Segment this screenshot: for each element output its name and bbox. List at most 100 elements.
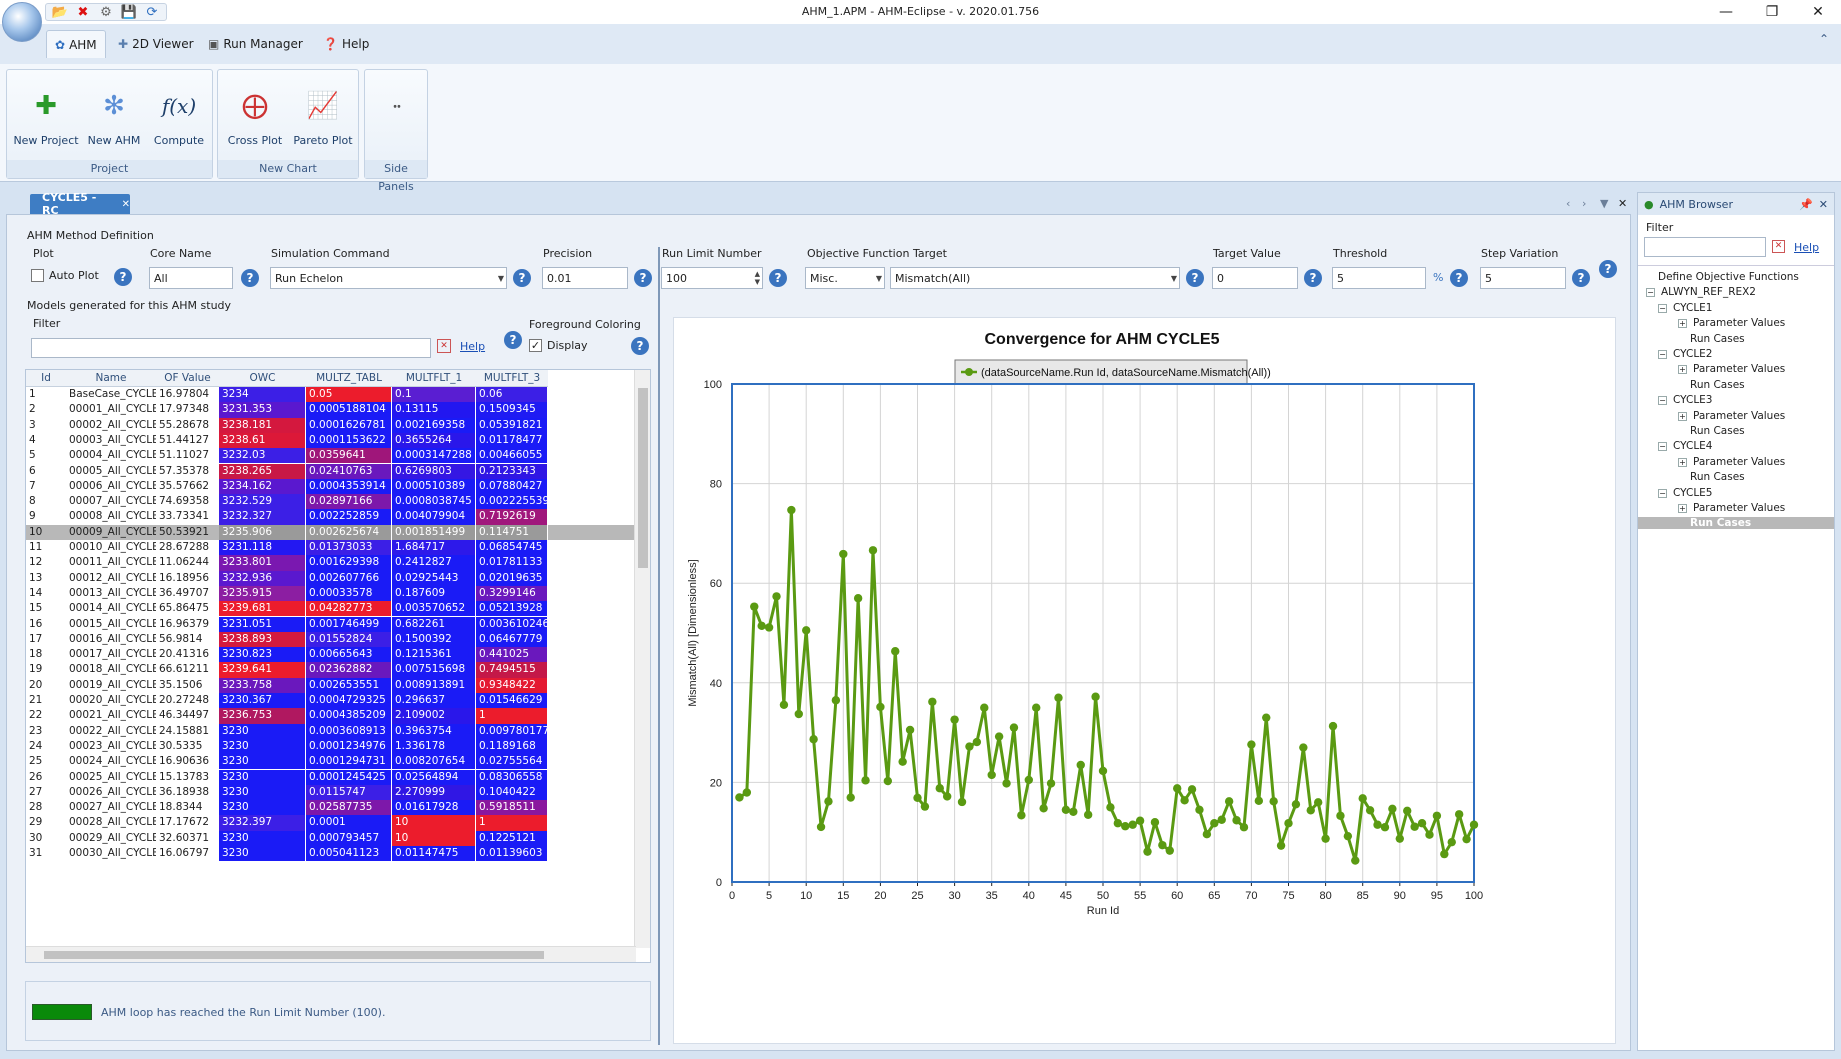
tab-2d-viewer[interactable]: ✚ 2D Viewer <box>118 37 194 51</box>
scroll-right-icon[interactable]: › <box>1582 197 1587 210</box>
help-icon[interactable]: ? <box>504 331 522 349</box>
tree-item[interactable]: − CYCLE4 <box>1658 440 1712 452</box>
table-row[interactable]: 30 00029_All_CYCLE5 32.60371 3230 0.00079345… <box>26 830 636 846</box>
tree-item[interactable]: + Parameter Values <box>1678 410 1785 422</box>
expand-icon[interactable]: + <box>1678 457 1687 467</box>
clear-filter-icon[interactable]: ✕ <box>1772 240 1785 253</box>
scroll-thumb[interactable] <box>638 388 648 568</box>
tree-item[interactable]: + Parameter Values <box>1678 317 1785 329</box>
table-row[interactable]: 25 00024_All_CYCLE5 16.90636 3230 0.00012947… <box>26 754 636 770</box>
new-ahm-button[interactable]: ✻ New AHM <box>79 78 149 147</box>
clear-filter-icon[interactable]: ✕ <box>437 339 451 353</box>
collapse-ribbon-icon[interactable]: ⌃ <box>1818 32 1829 46</box>
table-row[interactable]: 14 00013_All_CYCLE5 36.49707 3235.915 0.0003… <box>26 585 636 602</box>
column-header[interactable]: MULTFLT_1 <box>392 370 476 387</box>
tree-item[interactable]: + Parameter Values <box>1678 363 1785 375</box>
threshold-input[interactable]: 5 <box>1332 267 1426 289</box>
compute-button[interactable]: f(x) Compute <box>147 78 211 147</box>
help-icon[interactable]: ? <box>631 337 649 355</box>
table-row[interactable]: 29 00028_All_CYCLE5 17.17672 3232.397 0.0001… <box>26 815 636 831</box>
table-row[interactable]: 8 00007_All_CYCLE5 74.69358 3232.529 0.02897… <box>26 494 636 510</box>
gear-icon[interactable]: ⚙ <box>100 4 112 20</box>
tree-item[interactable]: Run Cases <box>1690 379 1745 391</box>
auto-plot-checkbox[interactable] <box>31 269 44 282</box>
core-name-input[interactable]: All <box>149 267 233 289</box>
scroll-left-icon[interactable]: ‹ <box>1566 197 1571 210</box>
simulation-command-select[interactable]: Run Echelon ▼ <box>270 267 507 289</box>
run-limit-stepper[interactable]: 100 ▲ ▼ <box>661 267 763 289</box>
browser-filter-input[interactable] <box>1644 237 1766 257</box>
tab-cycle5-rc[interactable]: CYCLE5 - RC ✕ <box>30 191 130 217</box>
table-row[interactable]: 2 00001_All_CYCLE5 17.97348 3231.353 0.00051… <box>26 402 636 418</box>
scroll-thumb[interactable] <box>44 951 544 959</box>
tab-run-manager[interactable]: ▣ Run Manager <box>208 37 303 51</box>
table-row[interactable]: 16 00015_All_CYCLE5 16.96379 3231.051 0.0017… <box>26 616 636 632</box>
table-row[interactable]: 26 00025_All_CYCLE5 15.13783 3230 0.00012454… <box>26 769 636 785</box>
collapse-icon[interactable]: − <box>1658 303 1667 313</box>
close-panel-icon[interactable]: ✕ <box>1818 197 1828 211</box>
table-row[interactable]: 6 00005_All_CYCLE5 57.35378 3238.265 0.02410… <box>26 463 636 479</box>
horizontal-scrollbar[interactable] <box>26 946 636 962</box>
table-row[interactable]: 13 00012_All_CYCLE5 16.18956 3232.936 0.0026… <box>26 570 636 586</box>
tree-item[interactable]: − ALWYN_REF_REX2 <box>1646 286 1756 298</box>
table-row[interactable]: 19 00018_All_CYCLE5 66.61211 3239.641 0.0236… <box>26 662 636 678</box>
table-row[interactable]: 20 00019_All_CYCLE5 35.1506 3233.758 0.00265… <box>26 677 636 693</box>
table-row[interactable]: 15 00014_All_CYCLE5 65.86475 3239.681 0.0428… <box>26 601 636 617</box>
browser-help-link[interactable]: Help <box>1794 241 1820 254</box>
help-icon[interactable]: ? <box>1304 269 1322 287</box>
close-icon[interactable]: ✖ <box>77 4 89 20</box>
collapse-icon[interactable]: − <box>1658 350 1667 359</box>
expand-icon[interactable]: + <box>1678 504 1687 513</box>
tree-item[interactable]: Define Objective Functions <box>1658 271 1799 283</box>
column-header[interactable]: Name <box>66 370 156 387</box>
expand-icon[interactable]: + <box>1678 365 1687 375</box>
table-row[interactable]: 7 00006_All_CYCLE5 35.57662 3234.162 0.00043… <box>26 478 636 495</box>
table-row[interactable]: 22 00021_All_CYCLE5 46.34497 3236.753 0.0004… <box>26 708 636 724</box>
tree-item[interactable]: + Parameter Values <box>1678 456 1785 468</box>
help-icon[interactable]: ? <box>769 269 787 287</box>
table-row[interactable]: 21 00020_All_CYCLE5 20.27248 3230.367 0.0004… <box>26 693 636 709</box>
objective-target-select[interactable]: Mismatch(All) ▼ <box>890 267 1180 289</box>
target-value-input[interactable]: 0 <box>1212 267 1298 289</box>
table-row[interactable]: 1 BaseCase_CYCLE5 16.97804 3234 0.05 0.1 0.06 <box>26 387 636 403</box>
column-header[interactable]: MULTFLT_3 <box>476 370 548 387</box>
tree-item[interactable]: Run Cases <box>1690 333 1745 345</box>
help-icon[interactable]: ? <box>1450 269 1468 287</box>
table-row[interactable]: 11 00010_All_CYCLE5 28.67288 3231.118 0.0137… <box>26 540 636 556</box>
cross-plot-button[interactable]: ⨁ Cross Plot <box>220 78 290 147</box>
help-icon[interactable]: ? <box>634 269 652 287</box>
column-header[interactable]: OWC <box>219 370 306 387</box>
open-folder-icon[interactable]: 📂 <box>51 4 69 20</box>
collapse-icon[interactable]: − <box>1646 288 1655 298</box>
table-row[interactable]: 5 00004_All_CYCLE5 51.11027 3232.03 0.035964… <box>26 448 636 464</box>
column-header[interactable]: OF Value <box>156 370 219 387</box>
table-row[interactable]: 18 00017_All_CYCLE5 20.41316 3230.823 0.0066… <box>26 647 636 663</box>
tree-item[interactable]: − CYCLE2 <box>1658 348 1712 360</box>
tree-item[interactable]: + Parameter Values <box>1678 502 1785 514</box>
tree-item[interactable]: Run Cases <box>1638 517 1834 530</box>
pin-icon[interactable]: 📌 <box>1799 197 1813 211</box>
tree-item[interactable]: Run Cases <box>1690 425 1745 437</box>
precision-input[interactable]: 0.01 <box>542 267 628 289</box>
filter-input[interactable] <box>31 338 431 358</box>
table-row[interactable]: 31 00030_All_CYCLE5 16.06797 3230 0.00504112… <box>26 846 636 862</box>
help-icon[interactable]: ? <box>1186 269 1204 287</box>
collapse-icon[interactable]: − <box>1658 396 1667 406</box>
minimize-icon[interactable]: — <box>1719 4 1733 20</box>
table-row[interactable]: 3 00002_All_CYCLE5 55.28678 3238.181 0.00016… <box>26 417 636 433</box>
table-row[interactable]: 4 00003_All_CYCLE5 51.44127 3238.61 0.000115… <box>26 432 636 449</box>
close-window-icon[interactable]: ✕ <box>1812 4 1824 20</box>
expand-icon[interactable]: + <box>1678 319 1687 329</box>
help-icon[interactable]: ? <box>114 268 132 286</box>
restore-icon[interactable]: ❐ <box>1765 4 1779 20</box>
table-row[interactable]: 10 00009_All_CYCLE5 50.53921 3235.906 0.0026… <box>26 524 636 540</box>
table-row[interactable]: 12 00011_All_CYCLE5 11.06244 3233.801 0.0016… <box>26 555 636 571</box>
help-icon[interactable]: ? <box>513 269 531 287</box>
tree-item[interactable]: − CYCLE3 <box>1658 394 1712 406</box>
table-row[interactable]: 24 00023_All_CYCLE5 30.5335 3230 0.000123497… <box>26 738 636 755</box>
tree-item[interactable]: − CYCLE1 <box>1658 302 1712 314</box>
help-icon[interactable]: ? <box>1572 269 1590 287</box>
column-header[interactable]: Id <box>26 370 66 387</box>
table-row[interactable]: 9 00008_All_CYCLE5 33.73341 3232.327 0.00225… <box>26 509 636 525</box>
tree-item[interactable]: Run Cases <box>1690 471 1745 483</box>
